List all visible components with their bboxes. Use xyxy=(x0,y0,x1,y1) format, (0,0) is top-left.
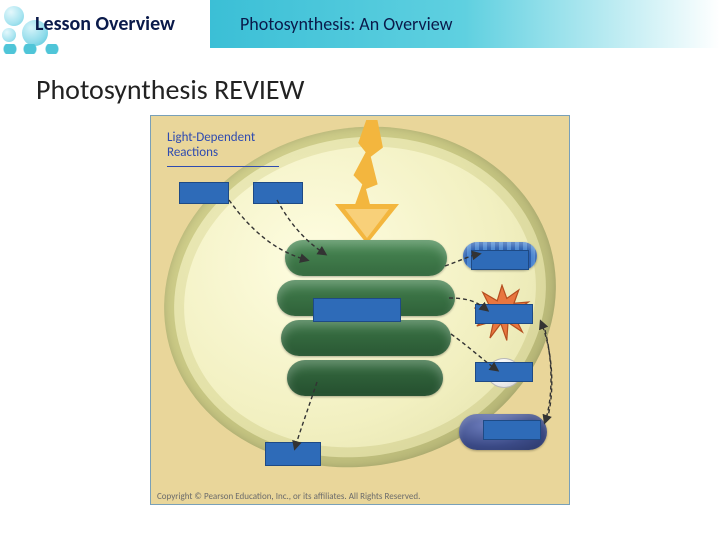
header-left: Lesson Overview xyxy=(0,0,210,48)
blue-fill-label xyxy=(483,420,541,440)
section-title: Photosynthesis REVIEW xyxy=(36,72,304,107)
blue-fill-label xyxy=(475,362,533,382)
blue-fill-label xyxy=(253,182,303,204)
thylakoid xyxy=(287,360,443,396)
blue-fill-label xyxy=(313,298,401,322)
header-right: Photosynthesis: An Overview xyxy=(210,0,720,48)
thylakoid xyxy=(281,320,451,356)
slide-header: Lesson Overview Photosynthesis: An Overv… xyxy=(0,0,720,48)
chapter-title: Photosynthesis: An Overview xyxy=(240,13,453,35)
copyright-text: Copyright © Pearson Education, Inc., or … xyxy=(157,491,420,502)
blue-fill-label xyxy=(475,304,533,324)
thylakoid xyxy=(285,240,447,276)
blue-fill-label xyxy=(265,442,321,466)
diagram-canvas: Light-DependentReactions xyxy=(157,122,563,498)
blue-fill-label xyxy=(179,182,229,204)
light-dependent-label: Light-DependentReactions xyxy=(167,130,255,160)
lesson-overview-label: Lesson Overview xyxy=(35,12,175,36)
photosynthesis-diagram: Light-DependentReactions xyxy=(150,115,570,505)
label-underline xyxy=(167,166,279,167)
blue-fill-label xyxy=(471,250,529,270)
